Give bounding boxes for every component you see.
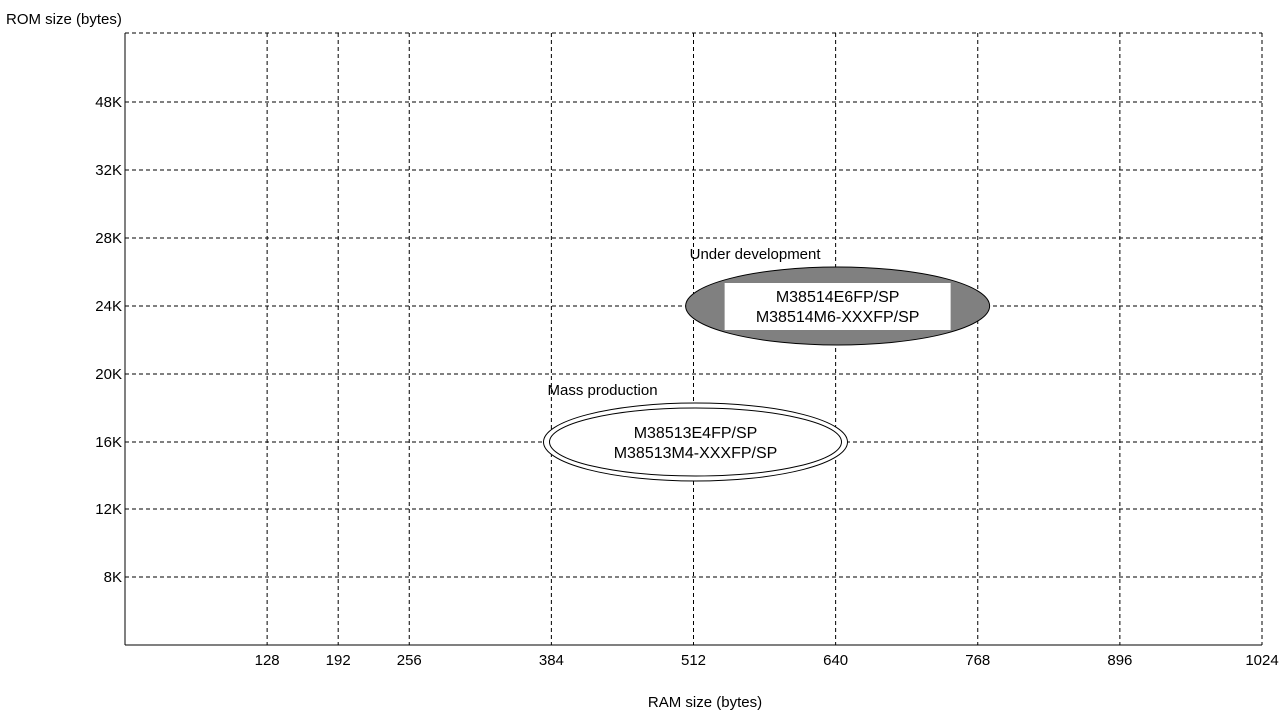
x-tick-label: 256 xyxy=(397,652,422,669)
y-tick-label: 16K xyxy=(95,434,122,451)
tick-labels: 128 192 256 384 512 640 768 896 1024 8K 12K 16K 20K 2… xyxy=(95,94,1278,669)
part-number: M38514E6FP/SP xyxy=(776,289,900,306)
x-tick-label: 512 xyxy=(681,652,706,669)
y-tick-label: 20K xyxy=(95,366,122,383)
x-axis-title: RAM size (bytes) xyxy=(648,694,762,711)
part-number: M38514M6-XXXFP/SP xyxy=(756,309,920,326)
y-tick-label: 32K xyxy=(95,162,122,179)
x-tick-label: 128 xyxy=(255,652,280,669)
x-tick-label: 384 xyxy=(539,652,564,669)
y-tick-label: 28K xyxy=(95,230,122,247)
y-tick-label: 8K xyxy=(104,569,122,586)
y-tick-label: 24K xyxy=(95,298,122,315)
part-number: M38513E4FP/SP xyxy=(634,425,758,442)
product-groups: Mass production M38513E4FP/SP M38513M4-XXX… xyxy=(543,246,991,482)
group-ellipse-inner xyxy=(549,407,842,477)
x-tick-label: 1024 xyxy=(1245,652,1278,669)
y-axis-title: ROM size (bytes) xyxy=(6,11,122,28)
product-group: Mass production M38513E4FP/SP M38513M4-XXX… xyxy=(543,382,848,482)
axes xyxy=(124,33,1262,646)
part-number: M38513M4-XXXFP/SP xyxy=(614,445,778,462)
x-tick-label: 192 xyxy=(326,652,351,669)
group-title: Under development xyxy=(690,246,822,263)
x-tick-label: 896 xyxy=(1107,652,1132,669)
part-label-box xyxy=(724,283,951,330)
x-tick-label: 768 xyxy=(965,652,990,669)
y-tick-label: 48K xyxy=(95,94,122,111)
group-title: Mass production xyxy=(548,382,658,399)
y-tick-label: 12K xyxy=(95,501,122,518)
grid-lines xyxy=(125,32,1263,645)
product-group: Under development M38514E6FP/SP M38514M6-X… xyxy=(685,246,991,346)
x-tick-label: 640 xyxy=(823,652,848,669)
